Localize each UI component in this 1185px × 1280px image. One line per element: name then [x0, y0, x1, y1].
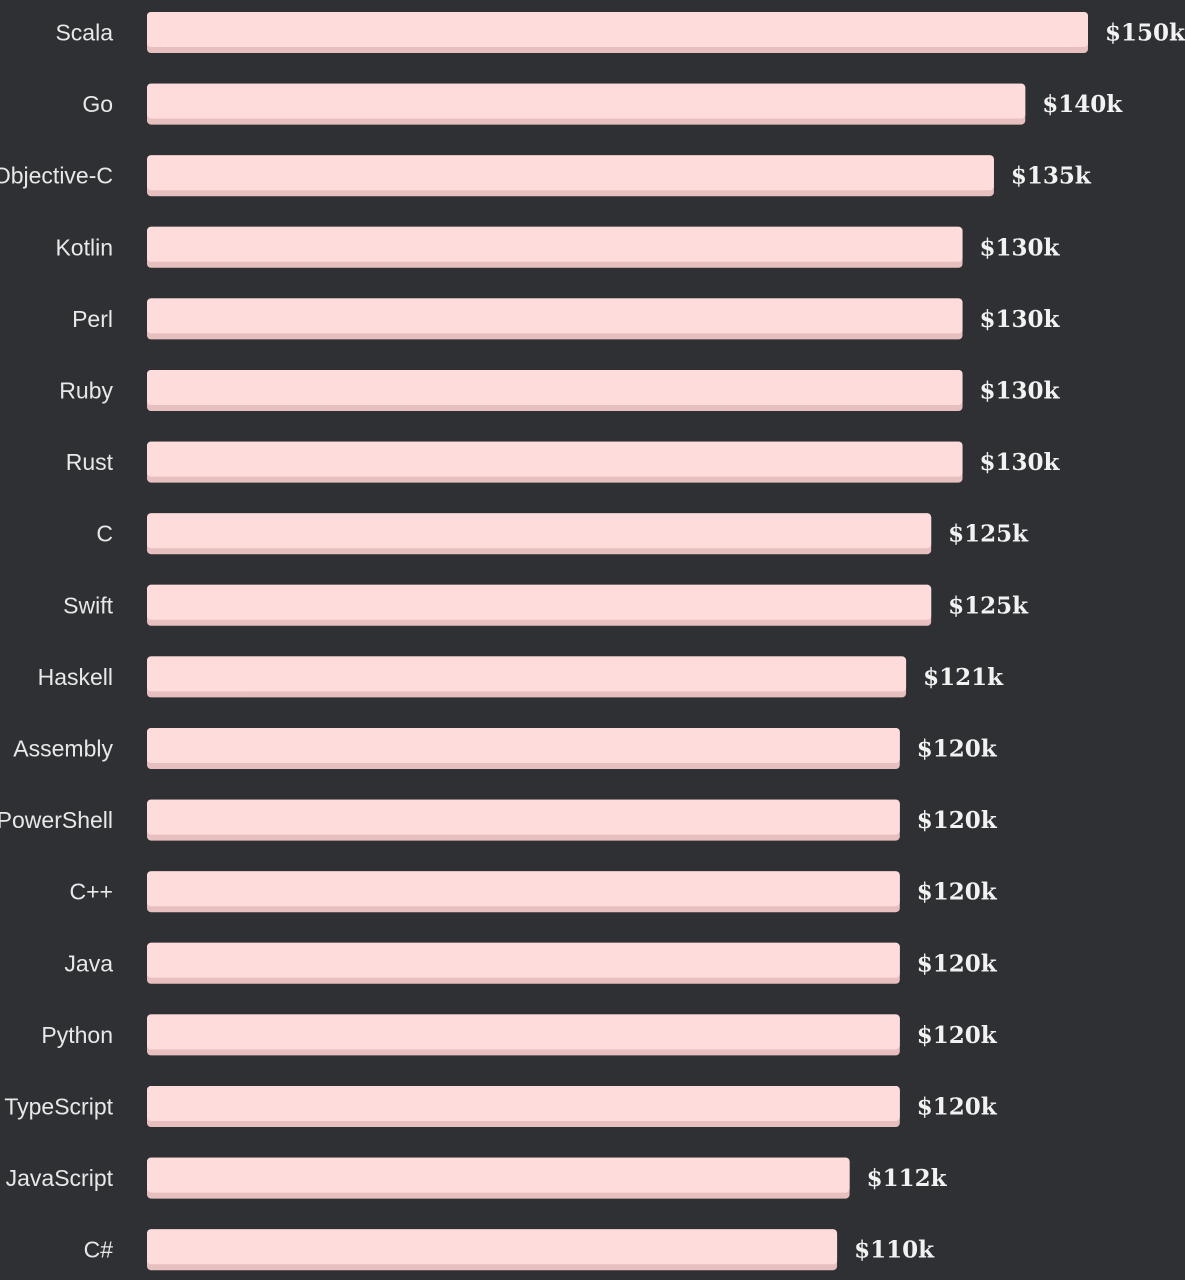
value-label-go: $140k	[1042, 91, 1123, 118]
value-label-ruby: $130k	[980, 378, 1061, 405]
category-label-objective-c: Objective-C	[0, 163, 113, 189]
category-label-swift: Swift	[63, 592, 113, 618]
value-label-javascript: $112k	[867, 1165, 948, 1192]
bars-layer	[147, 12, 1088, 1271]
category-label-java: Java	[64, 950, 113, 976]
value-label-objective-c: $135k	[1011, 163, 1092, 190]
value-label-cpp: $120k	[917, 879, 998, 906]
bar-javascript	[147, 1157, 850, 1193]
category-label-assembly: Assembly	[13, 736, 113, 762]
bar-assembly	[147, 728, 900, 763]
value-label-java: $120k	[917, 950, 998, 977]
category-label-typescript: TypeScript	[4, 1094, 113, 1120]
category-label-scala: Scala	[55, 20, 113, 46]
value-label-rust: $130k	[980, 449, 1061, 476]
bar-ruby	[147, 370, 963, 405]
bar-kotlin	[147, 226, 963, 262]
bar-scala	[147, 12, 1088, 47]
value-label-assembly: $120k	[917, 736, 998, 763]
bar-csharp	[147, 1229, 838, 1265]
category-label-kotlin: Kotlin	[55, 234, 113, 260]
category-label-c: C	[96, 521, 113, 547]
category-label-powershell: PowerShell	[0, 807, 113, 833]
bar-java	[147, 942, 900, 978]
value-label-typescript: $120k	[917, 1094, 998, 1121]
bar-python	[147, 1014, 900, 1050]
bar-powershell	[147, 799, 900, 835]
bar-haskell	[147, 656, 907, 692]
value-label-scala: $150k	[1105, 20, 1185, 47]
value-label-perl: $130k	[980, 306, 1061, 333]
bar-cpp	[147, 871, 900, 907]
value-label-swift: $125k	[948, 592, 1029, 619]
category-label-go: Go	[82, 91, 113, 117]
value-label-haskell: $121k	[923, 664, 1004, 691]
value-label-python: $120k	[917, 1022, 998, 1049]
value-labels: $150k $140k $135k $130k $130k $130k $130k $125k…	[854, 20, 1185, 1264]
bar-objective-c	[147, 155, 994, 191]
category-label-ruby: Ruby	[59, 378, 113, 404]
category-label-haskell: Haskell	[38, 664, 113, 690]
category-label-rust: Rust	[66, 449, 114, 475]
category-label-python: Python	[41, 1022, 113, 1048]
value-label-powershell: $120k	[917, 807, 998, 834]
bar-swift	[147, 584, 932, 620]
value-label-c: $125k	[948, 521, 1029, 548]
bar-perl	[147, 298, 963, 334]
bar-go	[147, 83, 1026, 119]
category-label-csharp: C#	[84, 1237, 114, 1263]
category-label-javascript: JavaScript	[6, 1165, 114, 1191]
bar-rust	[147, 441, 963, 477]
category-labels: Scala Go Objective-C Kotlin Perl Ruby Rust C Swi…	[0, 20, 114, 1263]
bar-c	[147, 513, 932, 549]
value-label-csharp: $110k	[854, 1237, 935, 1264]
value-label-kotlin: $130k	[980, 234, 1061, 261]
bar-typescript	[147, 1086, 900, 1121]
category-label-perl: Perl	[72, 306, 113, 332]
category-label-cpp: C++	[70, 879, 113, 905]
